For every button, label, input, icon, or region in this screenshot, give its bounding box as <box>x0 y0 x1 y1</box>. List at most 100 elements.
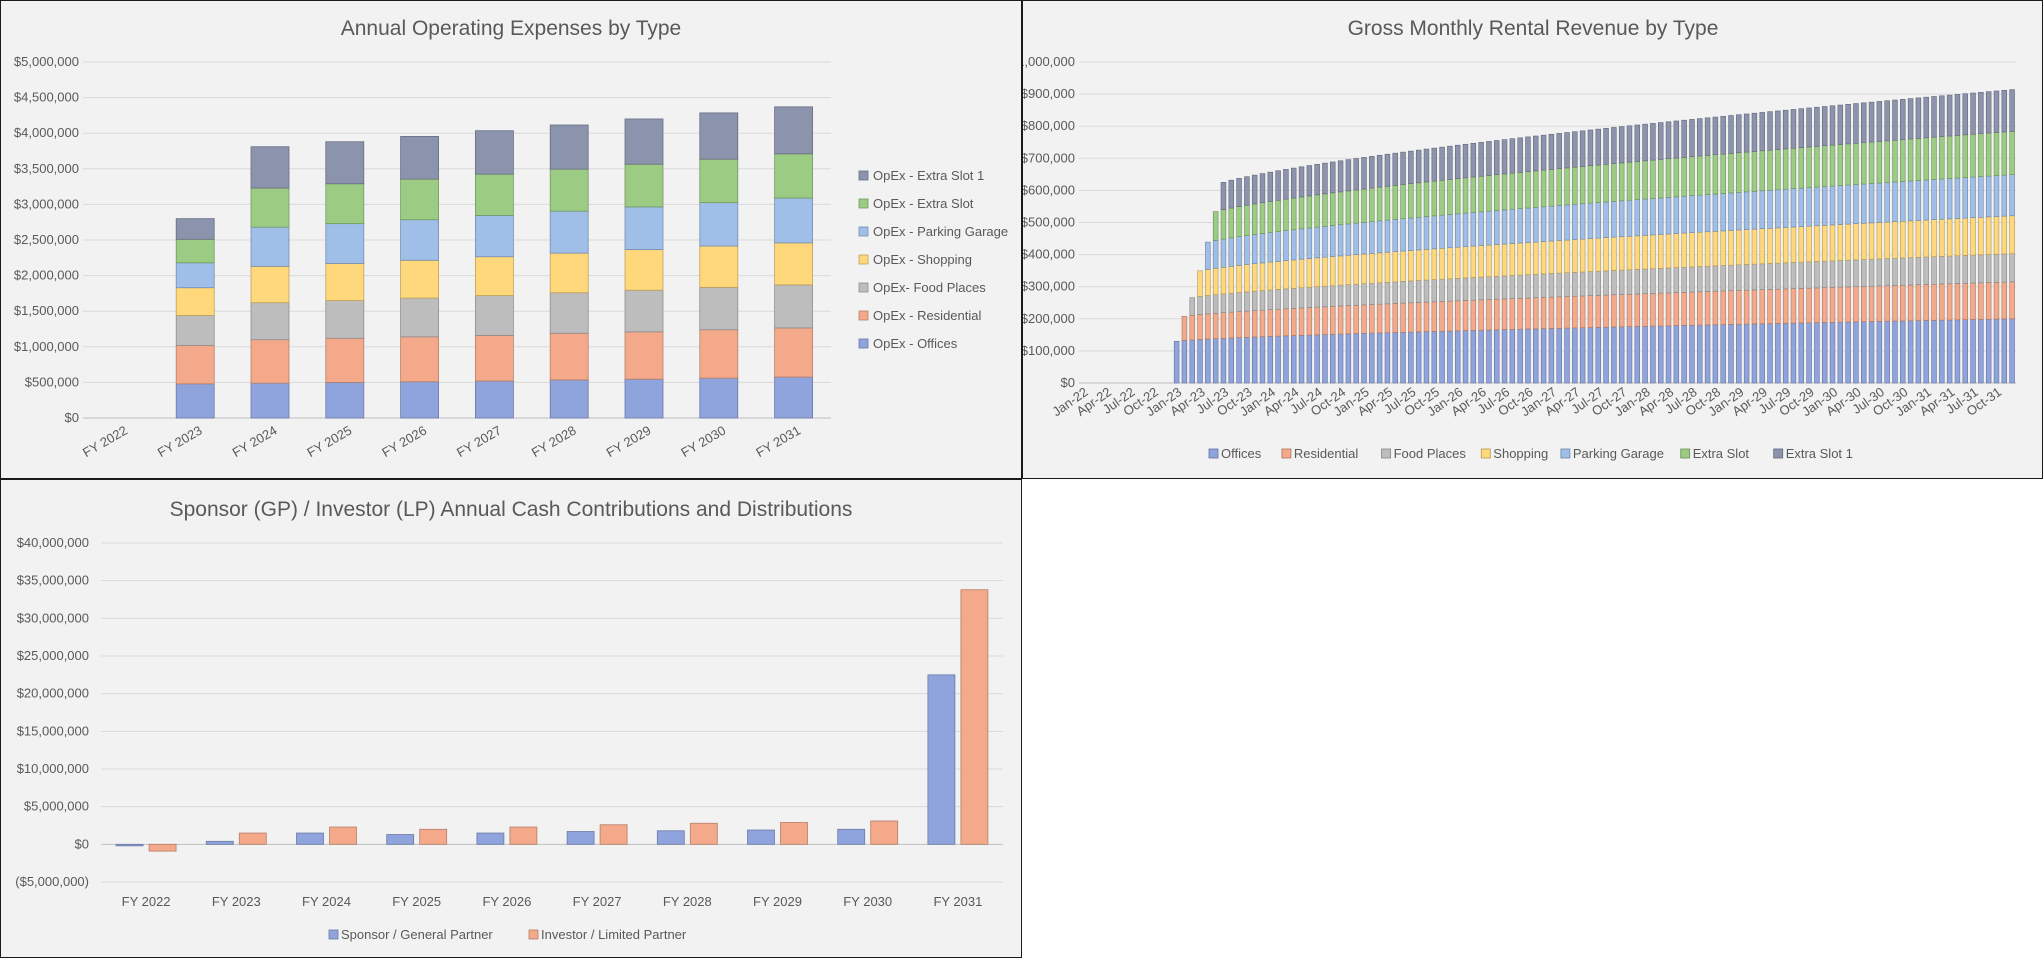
bar-segment <box>1564 272 1570 297</box>
bar-segment <box>1595 295 1601 328</box>
bar-segment <box>1322 226 1328 258</box>
y-tick-label: $35,000,000 <box>17 573 89 588</box>
bar-segment <box>1884 221 1890 259</box>
bar-segment <box>1330 306 1336 335</box>
bar-segment <box>325 337 365 383</box>
bar-segment <box>1369 282 1375 305</box>
bar-segment <box>1400 218 1406 252</box>
bar-segment <box>1197 296 1203 315</box>
bar-segment <box>1985 175 1992 218</box>
bar-segment <box>1689 156 1695 196</box>
bar-segment <box>1462 212 1469 247</box>
empty-area <box>1022 479 2043 958</box>
bar-segment <box>1728 290 1734 325</box>
bar-segment <box>1806 146 1812 188</box>
bar-segment <box>1572 204 1578 240</box>
bar-segment <box>1197 339 1203 384</box>
bar-segment <box>1501 329 1508 384</box>
bar-segment <box>1291 308 1297 336</box>
bar-segment <box>1876 222 1883 260</box>
bar-segment <box>1837 224 1844 261</box>
bar-segment <box>1892 285 1898 322</box>
bar-segment <box>1494 275 1500 300</box>
bar-segment <box>1759 289 1765 325</box>
legend-swatch <box>1480 448 1491 459</box>
bar-segment <box>1509 275 1516 299</box>
bar-segment <box>1400 250 1406 282</box>
bar-segment <box>1704 194 1711 233</box>
bar-segment <box>1423 216 1430 250</box>
bar-segment <box>1392 185 1398 220</box>
bar-segment <box>1923 284 1929 321</box>
legend-label: OpEx - Residential <box>873 308 981 323</box>
bar-segment <box>1236 337 1242 384</box>
bar-segment <box>1845 286 1851 323</box>
bar-segment <box>1431 301 1437 332</box>
bar-segment <box>1345 159 1352 192</box>
bar-segment <box>1236 265 1242 293</box>
bar-segment <box>1665 197 1672 235</box>
bar-segment <box>1985 132 1992 177</box>
bar-segment <box>1376 154 1383 188</box>
bar-segment <box>1595 270 1601 296</box>
bar-segment <box>1423 148 1430 183</box>
bar-segment <box>1181 340 1188 384</box>
bar-segment <box>1915 320 1922 384</box>
bar-segment <box>1306 258 1313 288</box>
bar-segment <box>1681 195 1687 234</box>
bar-segment <box>774 197 813 244</box>
bar-segment <box>1486 276 1492 300</box>
bar-segment <box>1431 147 1437 182</box>
bar-segment <box>1251 336 1258 384</box>
bar-segment <box>1845 259 1851 288</box>
bar-segment <box>1251 234 1258 265</box>
bar-segment <box>1658 292 1664 327</box>
bar-segment <box>1993 132 2000 176</box>
bar-segment <box>1814 322 1820 384</box>
bar-segment <box>1939 95 1945 137</box>
bar-segment <box>1837 321 1844 384</box>
bar-segment <box>1540 206 1547 242</box>
bar-segment <box>1642 325 1648 384</box>
legend-label: OpEx - Shopping <box>873 252 972 267</box>
bar-segment <box>1884 100 1890 142</box>
bar-segment <box>1275 231 1281 262</box>
bar-segment <box>1954 319 1961 384</box>
bar-segment <box>1970 133 1976 178</box>
bar-segment <box>1423 279 1430 303</box>
bar <box>148 843 177 852</box>
bar-segment <box>774 376 813 419</box>
bar-segment <box>1821 225 1828 262</box>
bar-segment <box>1697 118 1703 157</box>
bar-segment <box>1650 234 1656 269</box>
bar-segment <box>1829 105 1836 146</box>
bar-segment <box>1564 327 1570 384</box>
bar-segment <box>1931 96 1937 138</box>
bar-segment <box>1212 338 1219 384</box>
bar-segment <box>1517 274 1523 299</box>
bar-segment <box>1197 314 1203 340</box>
bar-segment <box>1439 301 1445 332</box>
bar-segment <box>1431 331 1437 384</box>
bar-segment <box>1884 140 1890 183</box>
legend-swatch <box>858 310 869 321</box>
bar-segment <box>1658 325 1664 384</box>
bar-segment <box>1837 104 1844 145</box>
bar-segment <box>1283 169 1289 200</box>
bar-segment <box>1587 165 1594 204</box>
bar-segment <box>1392 152 1398 186</box>
bar-segment <box>1634 124 1641 162</box>
bar-segment <box>1220 238 1227 268</box>
bar-segment <box>1244 291 1250 312</box>
bar-segment <box>1392 251 1398 283</box>
bar-segment <box>1415 331 1422 384</box>
bar-segment <box>1689 266 1695 293</box>
bar-segment <box>1533 297 1539 330</box>
bar-segment <box>1330 192 1336 226</box>
bar-segment <box>1829 144 1836 187</box>
bar-segment <box>1454 246 1461 279</box>
y-tick-label: $2,000,000 <box>14 268 79 283</box>
bar-segment <box>1454 144 1461 179</box>
bar-segment <box>1251 263 1258 292</box>
bar-segment <box>1743 289 1750 325</box>
